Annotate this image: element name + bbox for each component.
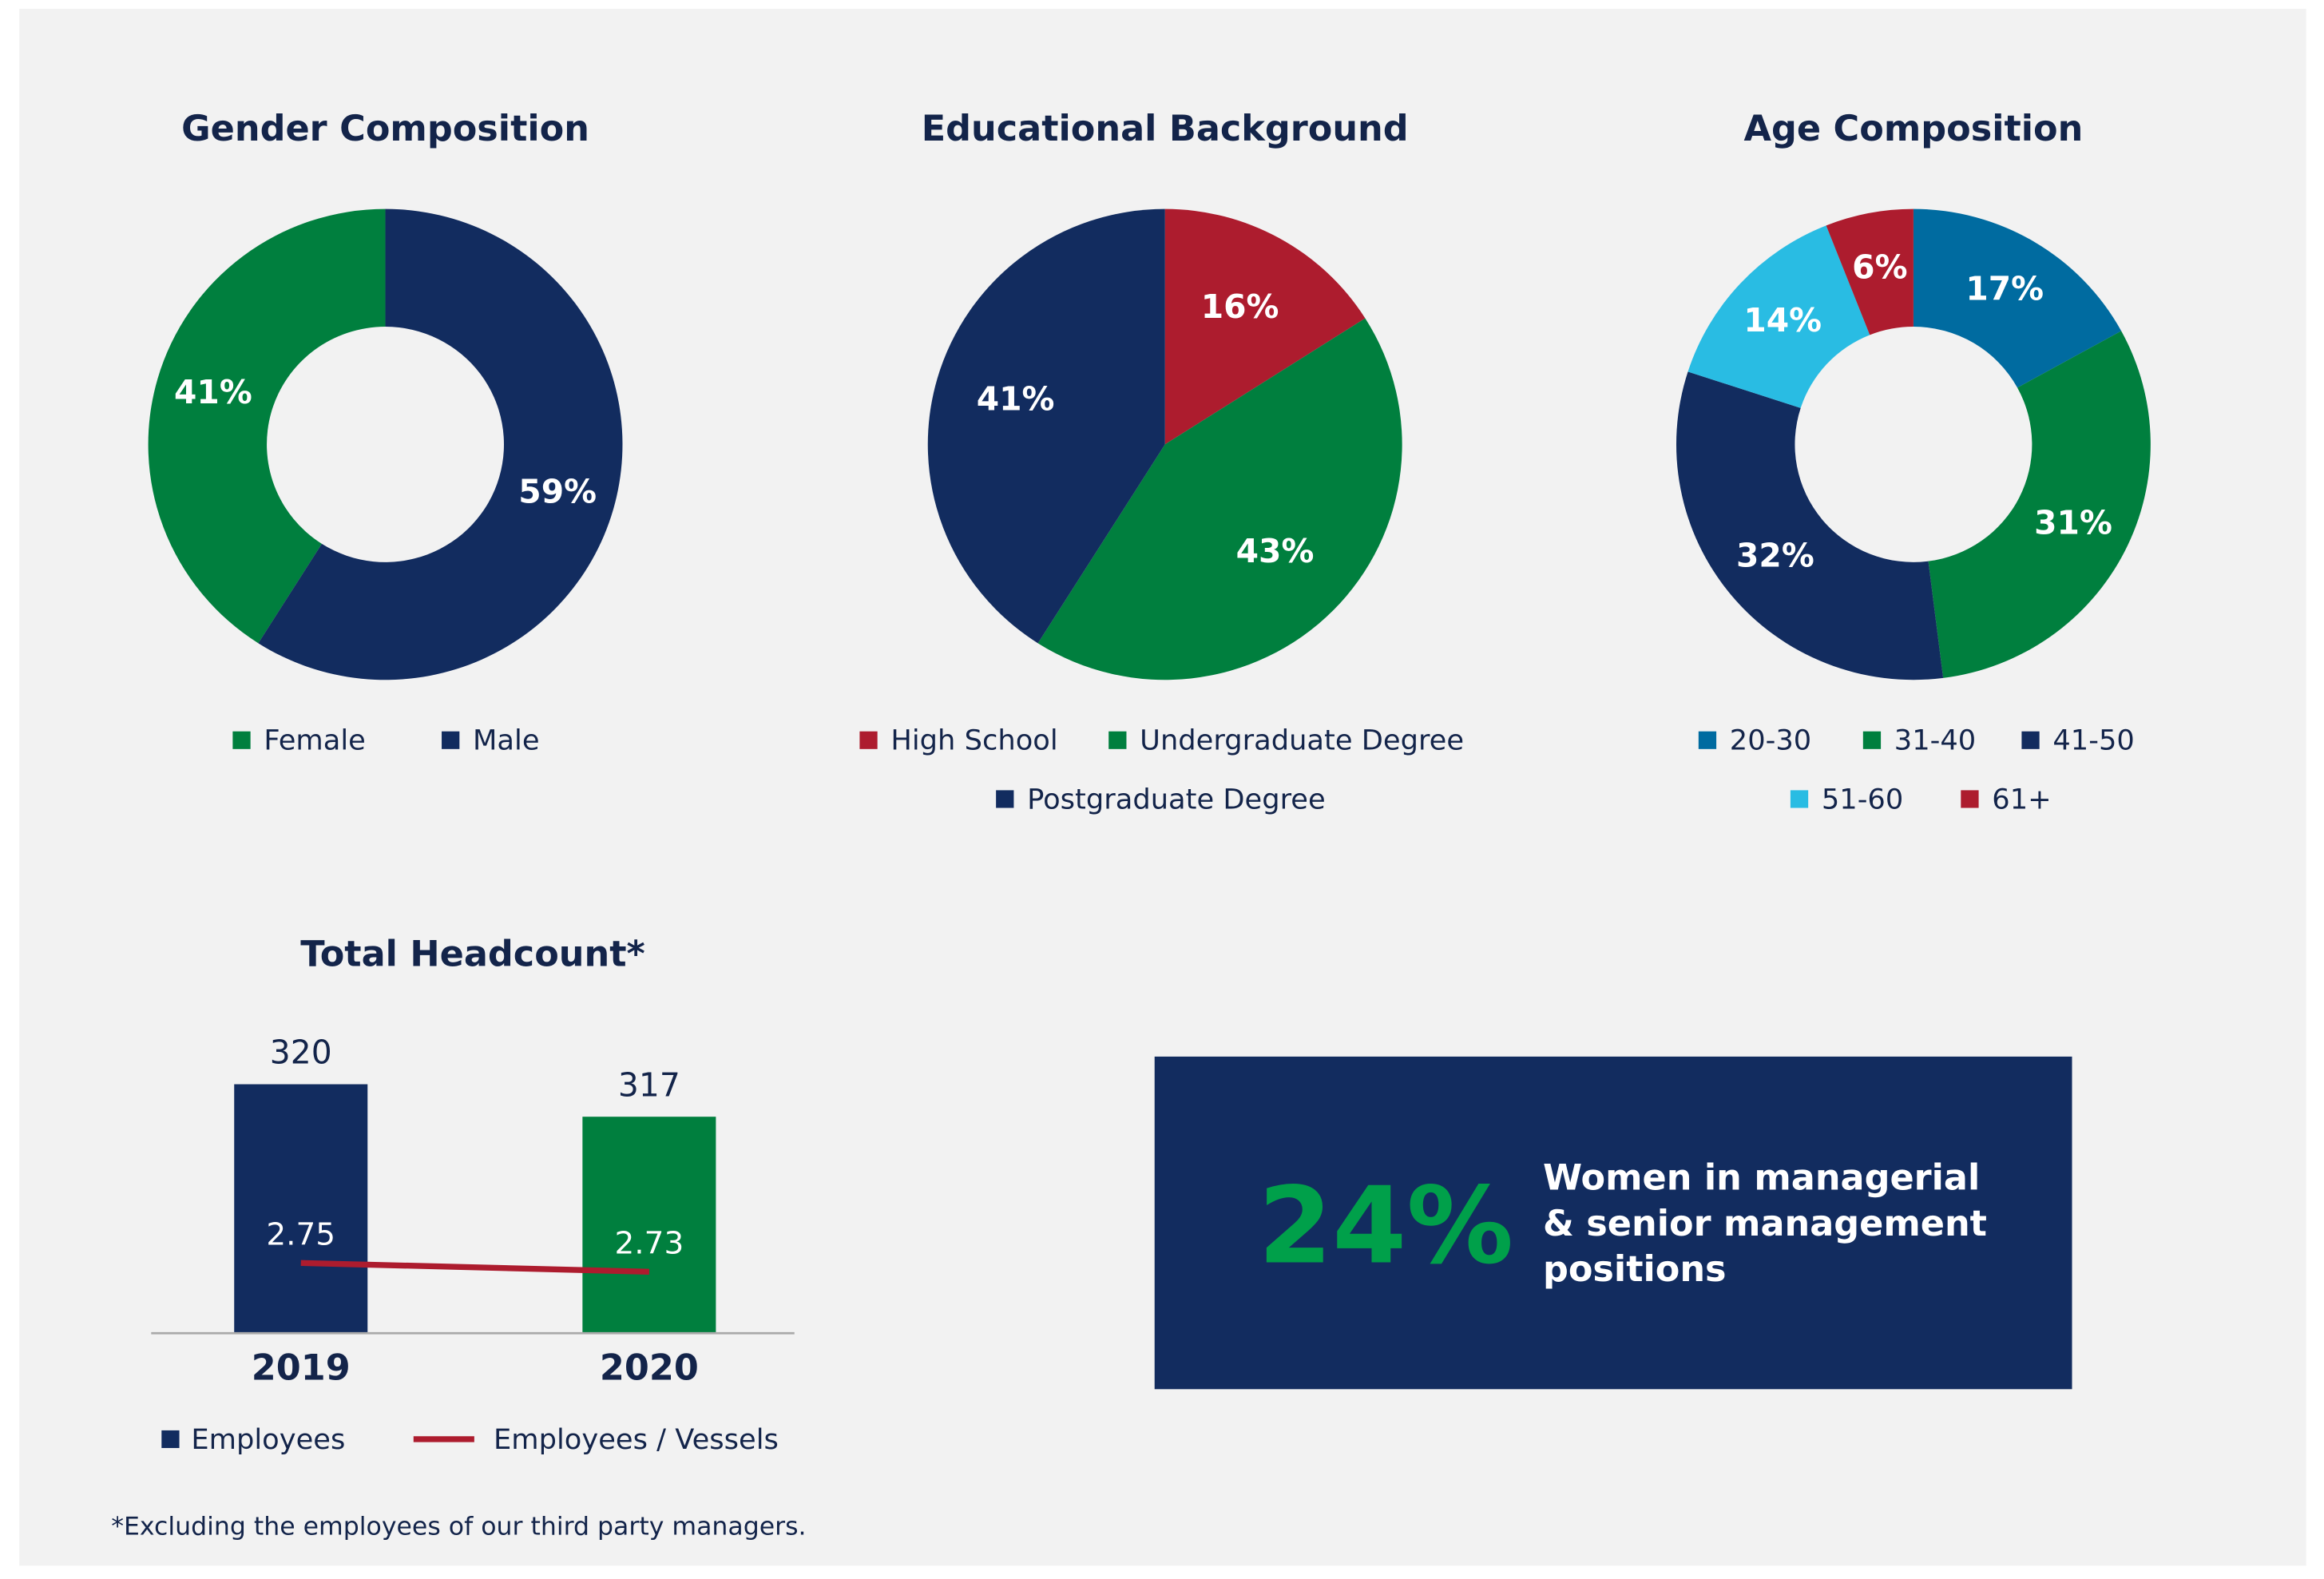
slice-label: 6% [1852, 248, 1907, 287]
callout-box [1154, 1056, 2072, 1390]
slice [1826, 208, 1914, 335]
x-tick-label: 2019 [252, 1347, 351, 1388]
slice [1676, 371, 1944, 680]
legend-label: Female [264, 724, 365, 757]
callout-text: positions [1543, 1249, 1727, 1290]
line-value-label: 2.73 [614, 1226, 684, 1262]
legend-label: Male [473, 724, 540, 757]
legend-swatch [2021, 731, 2040, 749]
chart-title: Educational Background [922, 109, 1409, 149]
legend-label: 61+ [1992, 783, 2051, 815]
legend-swatch [232, 731, 251, 749]
chart-title: Total Headcount* [300, 934, 645, 975]
legend-swatch [859, 731, 878, 749]
chart-title: Age Composition [1743, 109, 2083, 149]
callout-text: & senior management [1543, 1204, 1987, 1244]
legend-label: Undergraduate Degree [1140, 724, 1464, 757]
legend-label: High School [890, 724, 1057, 757]
bar [582, 1117, 716, 1334]
slice [1037, 318, 1402, 680]
slice [1687, 225, 1870, 408]
slice-label: 59% [518, 473, 597, 511]
legend-swatch [1961, 790, 1979, 808]
slice-label: 41% [977, 380, 1055, 419]
slice [1164, 208, 1366, 445]
legend-swatch [1108, 731, 1127, 749]
bar [234, 1084, 368, 1334]
legend-label: 51-60 [1822, 783, 1903, 815]
legend-label: 31-40 [1894, 724, 1976, 757]
slice-label: 16% [1201, 288, 1279, 326]
slice-label: 14% [1743, 301, 1822, 339]
slice [1928, 331, 2151, 678]
legend-swatch [1790, 790, 1809, 808]
slice-label: 32% [1736, 537, 1814, 575]
legend-label: Employees [191, 1423, 345, 1456]
callout-text: Women in managerial [1543, 1158, 1980, 1199]
callout-value: 24% [1258, 1164, 1513, 1287]
bar-value-label: 320 [270, 1033, 332, 1072]
legend-label: Postgraduate Degree [1027, 783, 1326, 815]
footnote: *Excluding the employees of our third pa… [111, 1513, 806, 1541]
legend-label: 41-50 [2052, 724, 2134, 757]
slice-label: 41% [174, 373, 252, 411]
chart-title: Gender Composition [181, 109, 589, 149]
legend-label: 20-30 [1730, 724, 1811, 757]
slice-label: 31% [2034, 504, 2112, 542]
legend-swatch [161, 1430, 180, 1449]
slice [148, 208, 386, 644]
slice [258, 208, 623, 680]
slice-label: 43% [1236, 532, 1315, 570]
legend-swatch [1698, 731, 1717, 749]
legend-swatch [996, 790, 1014, 808]
legend-swatch [442, 731, 460, 749]
legend-swatch [1862, 731, 1882, 749]
line-value-label: 2.75 [266, 1217, 335, 1253]
line [300, 1260, 649, 1275]
x-tick-label: 2020 [600, 1347, 699, 1388]
slice [927, 208, 1165, 644]
legend-label: Employees / Vessels [494, 1423, 779, 1456]
slice-label: 17% [1965, 270, 2044, 308]
bar-value-label: 317 [618, 1065, 680, 1104]
slice [1913, 208, 2122, 388]
